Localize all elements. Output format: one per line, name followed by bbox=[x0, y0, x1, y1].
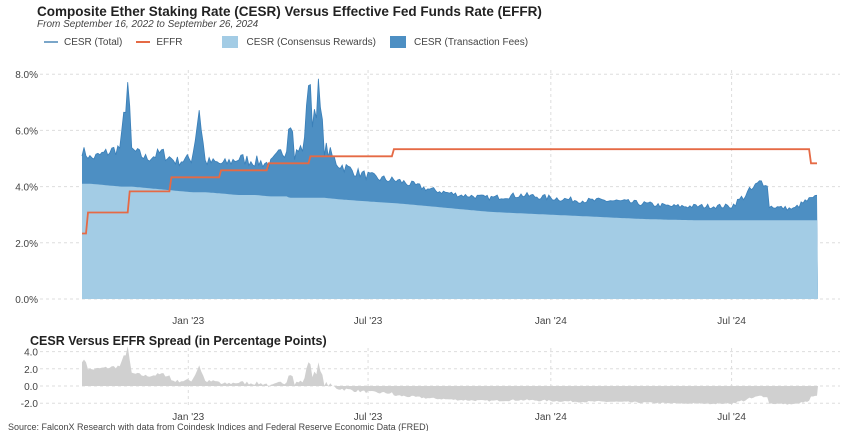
x-tick-label: Jan '24 bbox=[535, 412, 567, 423]
x-tick-label: Jul '23 bbox=[354, 316, 383, 327]
legend-line-swatch bbox=[44, 41, 58, 43]
chart-title: Composite Ether Staking Rate (CESR) Vers… bbox=[37, 4, 542, 19]
legend-fill-swatch bbox=[222, 36, 239, 48]
legend-line-swatch bbox=[136, 41, 151, 43]
legend-label: CESR (Transaction Fees) bbox=[413, 36, 529, 48]
legend: CESR (Total) EFFR CESR (Consensus Reward… bbox=[44, 36, 542, 48]
x-tick-label: Jan '24 bbox=[535, 316, 567, 327]
legend-fees: CESR (Transaction Fees) bbox=[389, 36, 529, 48]
y-tick-label: 0.0% bbox=[15, 295, 38, 306]
y-tick-label: 8.0% bbox=[15, 70, 38, 81]
cesr-total-line bbox=[81, 78, 818, 211]
x-tick-label: Jul '24 bbox=[717, 316, 746, 327]
x-tick-label: Jan '23 bbox=[172, 412, 204, 423]
spread-chart-title: CESR Versus EFFR Spread (in Percentage P… bbox=[30, 334, 327, 348]
y-tick-label: -2.0 bbox=[21, 399, 39, 410]
y-tick-label: 4.0 bbox=[24, 348, 38, 359]
spread-area bbox=[82, 346, 818, 405]
y-tick-label: 0.0 bbox=[24, 382, 38, 393]
legend-label: EFFR bbox=[156, 36, 183, 48]
x-tick-label: Jul '23 bbox=[354, 412, 383, 423]
y-tick-label: 6.0% bbox=[15, 126, 38, 137]
y-tick-label: 4.0% bbox=[15, 183, 38, 194]
chart-subtitle: From September 16, 2022 to September 26,… bbox=[37, 19, 259, 30]
y-tick-label: 2.0% bbox=[15, 239, 38, 250]
effr-line bbox=[82, 148, 817, 235]
x-tick-label: Jul '24 bbox=[717, 412, 746, 423]
legend-fill-swatch bbox=[389, 36, 406, 48]
legend-label: CESR (Consensus Rewards) bbox=[246, 36, 376, 48]
legend-effr: EFFR bbox=[136, 37, 182, 48]
x-tick-label: Jan '23 bbox=[172, 316, 204, 327]
legend-cesr-total: CESR (Total) bbox=[44, 37, 122, 48]
source-note: Source: FalconX Research with data from … bbox=[8, 422, 429, 431]
legend-label: CESR (Total) bbox=[64, 36, 123, 48]
y-tick-label: 2.0 bbox=[24, 365, 38, 376]
legend-consensus: CESR (Consensus Rewards) bbox=[222, 36, 376, 48]
consensus-rewards-area bbox=[82, 183, 818, 299]
